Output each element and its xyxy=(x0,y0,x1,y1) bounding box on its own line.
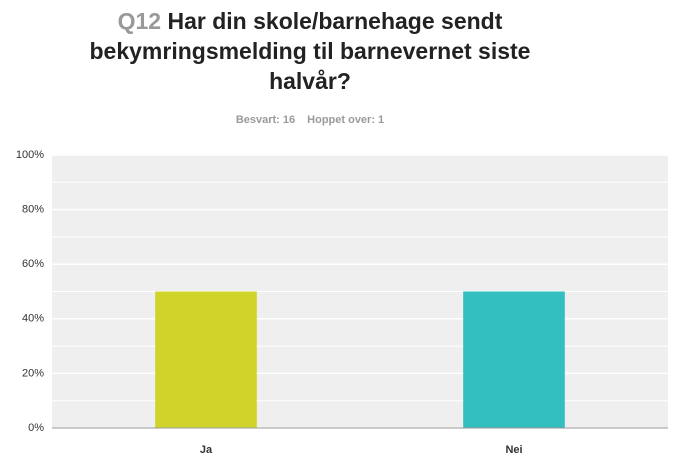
x-tick-label: Ja xyxy=(200,444,213,456)
y-tick-label: 20% xyxy=(22,367,44,379)
title-text: Har din skole/barnehage sendt bekymrings… xyxy=(89,8,531,94)
question-number: Q12 xyxy=(117,8,162,34)
answered: Besvart: 16 xyxy=(235,114,296,126)
bar xyxy=(155,291,257,428)
y-tick-label: 0% xyxy=(28,422,44,434)
bar xyxy=(463,291,565,428)
y-tick-label: 100% xyxy=(16,149,44,161)
y-tick-label: 80% xyxy=(22,204,44,216)
x-tick-label: Nei xyxy=(505,444,522,456)
y-tick-label: 60% xyxy=(22,258,44,270)
y-tick-label: 40% xyxy=(22,313,44,325)
response-stats: Besvart: 16 Hoppet over: 1 xyxy=(0,114,620,126)
skipped: Hoppet over: 1 xyxy=(307,114,385,126)
chart-title: Q12 Har din skole/barnehage sendt bekymr… xyxy=(50,6,570,96)
